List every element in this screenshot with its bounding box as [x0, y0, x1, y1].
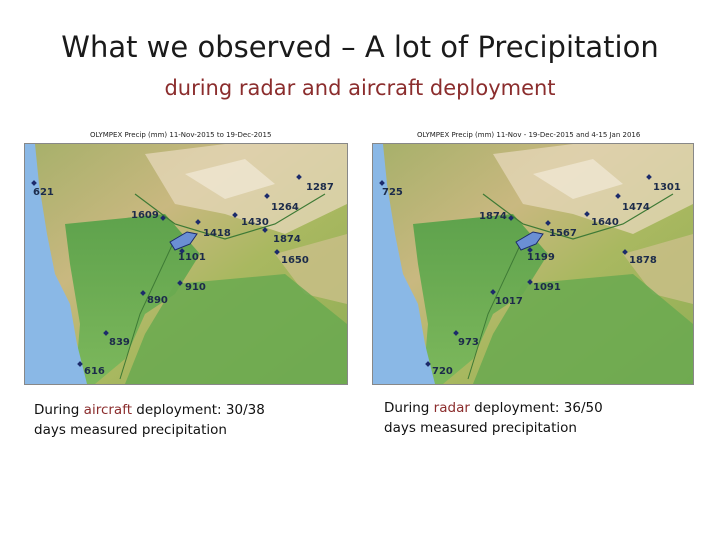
station-marker: [615, 193, 621, 199]
station-markers: [379, 174, 652, 367]
station-marker: [527, 247, 533, 253]
station-marker: [584, 211, 590, 217]
station-marker: [508, 215, 514, 221]
caption-left: During aircraft deployment: 30/38 days m…: [34, 400, 265, 440]
slide-title: What we observed – A lot of Precipitatio…: [61, 30, 659, 64]
station-label: 1418: [203, 228, 231, 239]
station-label: 1301: [653, 182, 681, 193]
station-label: 1650: [281, 255, 309, 266]
station-marker: [140, 290, 146, 296]
mountain-area: [275, 234, 347, 304]
station-marker: [622, 249, 628, 255]
caption-text: deployment: 30/38: [132, 402, 265, 418]
station-label: 616: [84, 366, 105, 377]
map-left: 621 1609 1418 1430 1264 1287 1874 1101 1…: [24, 143, 348, 385]
station-label: 973: [458, 337, 479, 348]
lowland-area: [65, 214, 200, 384]
caption-text: During: [34, 402, 84, 418]
river: [482, 193, 674, 240]
station-label: 1474: [622, 202, 650, 213]
station-marker: [527, 279, 533, 285]
station-marker: [177, 280, 183, 286]
station-label: 910: [185, 282, 206, 293]
caption-text: During: [384, 400, 434, 416]
station-marker: [274, 249, 280, 255]
station-label: 1101: [178, 252, 206, 263]
map-right: 725 1874 1567 1640 1474 1301 1199 1878 1…: [372, 143, 694, 385]
station-label: 1264: [271, 202, 299, 213]
river: [119, 238, 176, 380]
station-marker: [453, 330, 459, 336]
station-label: 1874: [479, 211, 507, 222]
station-marker: [262, 227, 268, 233]
caption-text: deployment: 36/50: [469, 400, 603, 416]
caption-highlight: aircraft: [83, 402, 133, 418]
map-right-svg: 725 1874 1567 1640 1474 1301 1199 1878 1…: [373, 144, 693, 384]
lowland-area: [125, 274, 347, 384]
snow-area: [185, 159, 275, 199]
station-label: 621: [33, 187, 54, 198]
station-label: 1287: [306, 182, 334, 193]
slide-subtitle: during radar and aircraft deployment: [164, 76, 556, 100]
station-label: 839: [109, 337, 130, 348]
lake: [169, 231, 198, 251]
caption-line2: days measured precipitation: [34, 422, 227, 438]
station-label: 1640: [591, 217, 619, 228]
ocean: [373, 144, 435, 384]
mountain-area: [623, 234, 693, 304]
station-marker: [195, 219, 201, 225]
lowland-area: [473, 274, 693, 384]
station-label: 1199: [527, 252, 555, 263]
station-marker: [232, 212, 238, 218]
river: [467, 238, 524, 380]
station-marker: [179, 248, 185, 254]
ocean: [25, 144, 87, 384]
caption-right: During radar deployment: 36/50 days meas…: [384, 398, 603, 438]
station-label: 1874: [273, 234, 301, 245]
station-label: 720: [432, 366, 453, 377]
lake: [515, 231, 544, 251]
station-marker: [103, 330, 109, 336]
station-marker: [646, 174, 652, 180]
lowland-area: [413, 214, 548, 384]
station-label: 1091: [533, 282, 561, 293]
station-label: 890: [147, 295, 168, 306]
caption-line2: days measured precipitation: [384, 420, 577, 436]
station-label: 725: [382, 187, 403, 198]
station-marker: [490, 289, 496, 295]
map-left-svg: 621 1609 1418 1430 1264 1287 1874 1101 1…: [25, 144, 347, 384]
station-label: 1878: [629, 255, 657, 266]
station-marker: [545, 220, 551, 226]
caption-highlight: radar: [433, 400, 470, 416]
station-marker: [160, 215, 166, 221]
station-label: 1430: [241, 217, 269, 228]
station-label: 1017: [495, 296, 523, 307]
station-label: 1609: [131, 210, 159, 221]
snow-area: [533, 159, 623, 199]
station-label: 1567: [549, 228, 577, 239]
map-title-left: OLYMPEX Precip (mm) 11-Nov-2015 to 19-De…: [90, 131, 272, 139]
map-title-right: OLYMPEX Precip (mm) 11-Nov - 19-Dec-2015…: [417, 131, 641, 139]
river: [134, 193, 326, 240]
